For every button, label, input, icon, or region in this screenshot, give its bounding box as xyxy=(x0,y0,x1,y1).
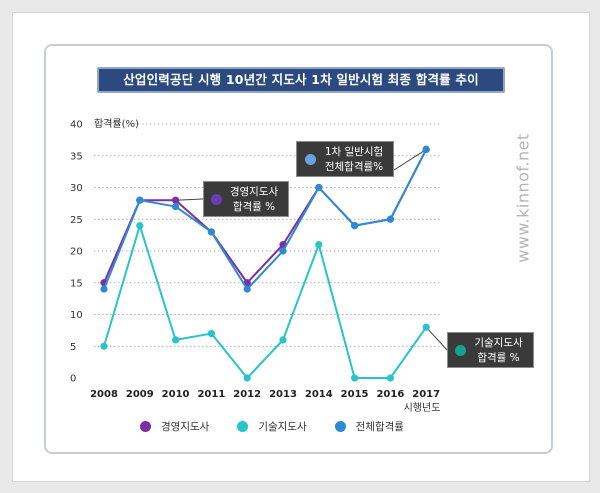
callout-management-dot xyxy=(211,194,222,205)
y-tick-label: 10 xyxy=(70,310,83,321)
data-point xyxy=(386,215,394,223)
legend-item: 전체합격률 xyxy=(334,419,404,434)
legend: 경영지도사 기술지도사 전체합격률 xyxy=(140,418,432,434)
data-point xyxy=(172,196,180,204)
callout-total-line2: 전체합격률% xyxy=(324,161,384,173)
legend-item: 경영지도사 xyxy=(140,419,209,434)
data-point xyxy=(386,374,394,382)
y-axis-label: 합격률(%) xyxy=(94,117,139,130)
y-tick-label: 35 xyxy=(70,151,83,162)
data-point xyxy=(351,222,359,230)
callout-technical-line2: 합격률 % xyxy=(477,352,520,364)
y-tick-label: 25 xyxy=(70,215,83,226)
data-point xyxy=(207,228,215,236)
y-tick-label: 20 xyxy=(70,247,83,258)
y-tick-label: 40 xyxy=(70,120,83,131)
callout-technical-line1: 기술지도사 xyxy=(474,337,523,349)
series-layer xyxy=(100,145,430,382)
legend-swatch xyxy=(334,420,346,432)
callout-leaders xyxy=(175,148,448,351)
x-tick-label: 2009 xyxy=(126,389,154,400)
callout-technical-dot xyxy=(455,345,466,356)
data-point xyxy=(100,285,108,293)
x-tick-label: 2011 xyxy=(197,389,225,400)
data-point xyxy=(315,241,323,249)
x-tick-label: 2015 xyxy=(341,389,369,400)
series-line xyxy=(103,224,428,379)
legend-label: 기술지도사 xyxy=(258,420,307,433)
data-point xyxy=(172,336,180,344)
callout-total: 1차 일반시험 전체합격률% xyxy=(296,141,394,177)
data-point xyxy=(136,196,144,204)
data-point xyxy=(207,329,215,338)
callout-management-line1: 경영지도사 xyxy=(229,186,279,198)
data-point xyxy=(279,336,287,344)
x-tick-label: 2008 xyxy=(90,389,118,400)
data-point xyxy=(136,222,144,230)
callout-technical: 기술지도사 합격률 % xyxy=(447,332,534,368)
legend-item: 기술지도사 xyxy=(237,419,307,434)
x-tick-label: 2010 xyxy=(162,389,190,400)
x-tick-label: 2016 xyxy=(376,389,404,400)
data-point xyxy=(100,342,108,350)
callout-leader-line xyxy=(425,326,448,351)
x-tick-labels: 2008 2009 2010 2011 2012 2013 2014 2015 2016 2017 xyxy=(90,389,440,400)
y-tick-label: 15 xyxy=(70,278,83,289)
chart-title: 산업인력공단 시행 10년간 지도사 1차 일반시험 최종 합격률 추이 xyxy=(97,67,505,93)
x-tick-label: 2017 xyxy=(412,389,440,400)
data-point xyxy=(243,285,251,293)
x-tick-label: 2012 xyxy=(233,389,261,400)
y-tick-label: 30 xyxy=(70,183,83,194)
data-point xyxy=(243,374,251,382)
y-tick-labels: 0 5 10 15 20 25 30 35 40 xyxy=(70,120,83,385)
data-point xyxy=(422,323,430,331)
y-tick-label: 5 xyxy=(70,342,76,353)
x-axis-label: 시행년도 xyxy=(404,402,441,414)
series-line xyxy=(103,148,428,291)
callout-management-line2: 합격률 % xyxy=(232,201,276,213)
callout-leader-line xyxy=(175,198,204,201)
legend-label: 전체합격률 xyxy=(355,420,404,433)
data-point xyxy=(279,247,287,255)
x-tick-label: 2013 xyxy=(269,389,297,400)
legend-label: 경영지도사 xyxy=(161,420,210,433)
callout-management: 경영지도사 합격률 % xyxy=(203,181,289,217)
data-point xyxy=(351,374,359,382)
callout-leader-line xyxy=(393,148,427,171)
y-tick-label: 0 xyxy=(70,374,76,385)
x-tick-label: 2014 xyxy=(305,389,333,400)
callout-total-dot xyxy=(305,154,316,165)
legend-swatch xyxy=(140,420,151,432)
data-point xyxy=(315,183,323,192)
data-point xyxy=(422,145,430,153)
chart-card xyxy=(44,44,553,454)
callout-total-line1: 1차 일반시험 xyxy=(324,146,384,158)
data-point xyxy=(172,202,180,211)
legend-swatch xyxy=(237,420,249,432)
